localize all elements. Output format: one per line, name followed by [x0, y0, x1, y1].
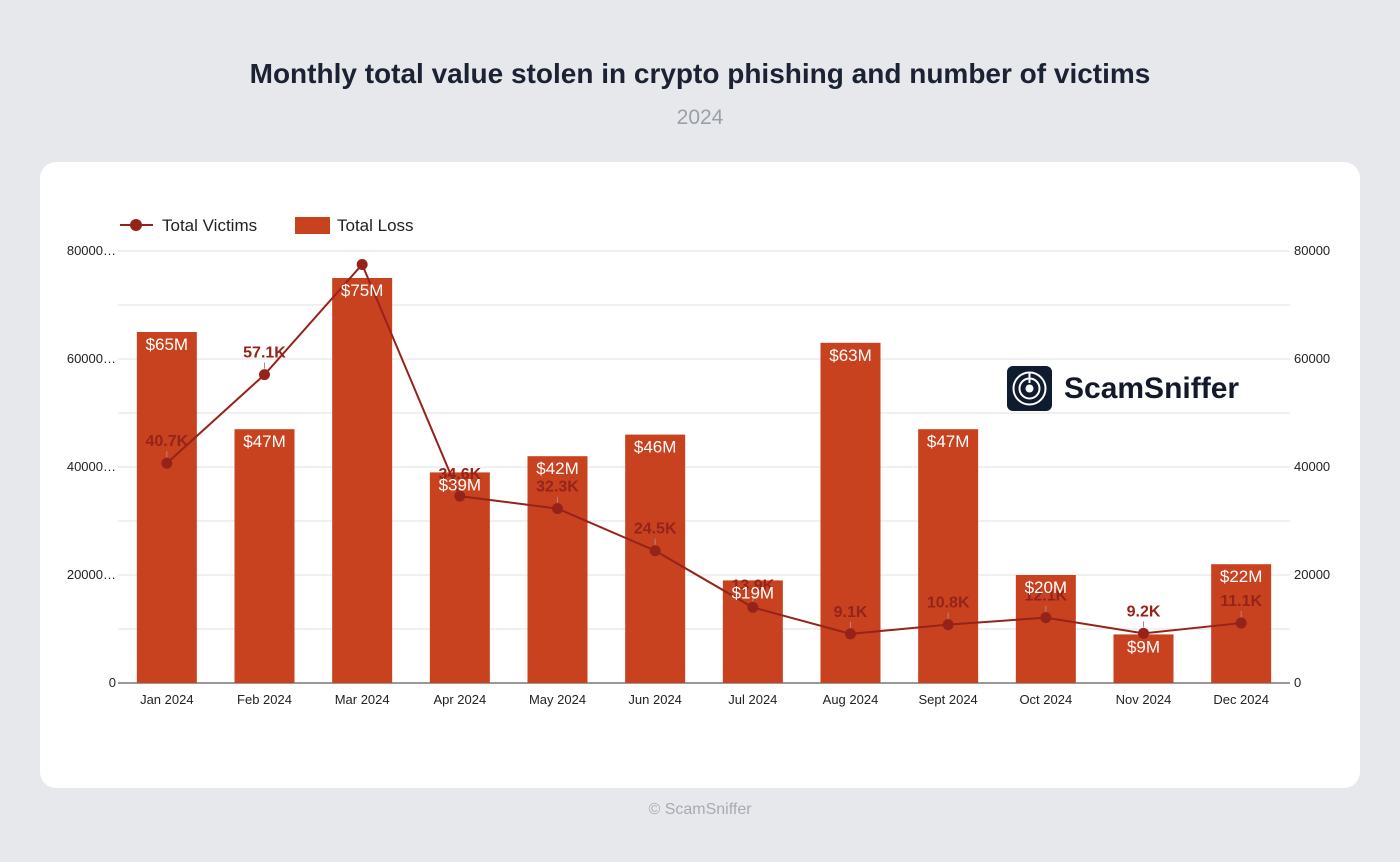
legend-label-loss: Total Loss	[337, 216, 414, 235]
victims-marker	[552, 503, 563, 515]
victims-marker	[161, 457, 173, 469]
bar-value-label: $75M	[341, 281, 384, 300]
bar-value-label: $46M	[634, 438, 677, 457]
chart-card: 0 0 20000… 20000 40000… 40000 60000… 60000 80000…	[40, 162, 1360, 788]
point-label: 40.7K	[145, 433, 188, 450]
bar-value-label: $19M	[732, 583, 775, 602]
y-left-tick-label: 80000…	[67, 243, 116, 258]
y-right-tick-label: 80000	[1294, 243, 1330, 258]
x-tick-label: May 2024	[529, 692, 586, 707]
bar-value-label: $22M	[1220, 567, 1263, 586]
victims-marker	[1235, 617, 1247, 629]
y-right-tick-label: 20000	[1294, 567, 1330, 582]
x-tick-label: Jun 2024	[628, 692, 682, 707]
point-label: 34.6K	[438, 466, 481, 483]
chart-title: Monthly total value stolen in crypto phi…	[249, 58, 1151, 89]
point-label: 57.1K	[243, 345, 286, 362]
bar-value-label: $47M	[927, 432, 970, 451]
bar-value-label: $9M	[1127, 637, 1160, 656]
point-label: 9.1K	[834, 604, 868, 621]
footer-credit: © ScamSniffer	[648, 801, 752, 818]
bar	[1015, 575, 1076, 683]
point-label: 11.1K	[1220, 593, 1262, 610]
bar	[625, 434, 686, 683]
bar-value-label: $65M	[146, 335, 189, 354]
point-label: 12.1K	[1024, 588, 1067, 605]
bar	[136, 332, 197, 683]
y-left-tick-label: 60000…	[67, 351, 116, 366]
x-tick-label: Mar 2024	[335, 692, 390, 707]
victims-marker	[1040, 612, 1052, 624]
point-label: 10.8K	[927, 595, 970, 612]
victims-line	[166, 262, 1242, 635]
bar	[234, 429, 295, 683]
legend-label-victims: Total Victims	[162, 216, 257, 235]
point-label: 32.3K	[536, 479, 579, 496]
point-label: 9.2K	[1127, 603, 1161, 620]
combo-chart: 0 0 20000… 20000 40000… 40000 60000… 60000 80000…	[67, 216, 1330, 707]
bar	[1113, 634, 1174, 683]
x-tick-label: Aug 2024	[823, 692, 879, 707]
bar	[918, 429, 979, 683]
bar	[527, 456, 588, 683]
bar-value-label: $39M	[439, 475, 482, 494]
x-tick-label: Apr 2024	[433, 692, 486, 707]
x-tick-label: Oct 2024	[1019, 692, 1072, 707]
chart-subtitle: 2024	[676, 106, 724, 129]
y-right-tick-label: 40000	[1294, 459, 1330, 474]
x-tick-label: Sept 2024	[919, 692, 978, 707]
x-tick-label: Dec 2024	[1213, 692, 1269, 707]
logo-core	[1025, 384, 1034, 393]
bar-value-label: $63M	[829, 346, 872, 365]
victims-marker	[845, 628, 856, 640]
y-right-tick-label: 0	[1294, 675, 1301, 690]
bar-value-label: $42M	[536, 459, 579, 478]
logo-wordmark: ScamSniffer	[1064, 372, 1239, 405]
x-tick-label: Jul 2024	[728, 692, 777, 707]
victims-marker	[454, 490, 466, 502]
y-left-tick-label: 20000…	[67, 567, 116, 582]
victims-marker	[259, 369, 270, 381]
bar-value-label: $20M	[1025, 578, 1068, 597]
y-left-tick-label: 40000…	[67, 459, 116, 474]
point-label: 13.9K	[731, 577, 774, 594]
bar	[332, 278, 393, 683]
x-tick-label: Nov 2024	[1116, 692, 1172, 707]
victims-marker	[649, 545, 661, 557]
victims-marker	[356, 259, 368, 270]
victims-marker	[942, 619, 954, 631]
x-tick-label: Jan 2024	[140, 692, 194, 707]
legend-bar-swatch	[295, 217, 330, 234]
y-right-tick-label: 60000	[1294, 351, 1330, 366]
y-left-tick-label: 0	[109, 675, 116, 690]
legend-marker-swatch	[130, 219, 142, 231]
bar	[429, 472, 490, 683]
victims-marker	[1138, 627, 1149, 639]
bar-value-label: $47M	[243, 432, 286, 451]
point-label: 24.5K	[634, 521, 677, 538]
x-tick-label: Feb 2024	[237, 692, 292, 707]
victims-marker	[747, 601, 759, 613]
